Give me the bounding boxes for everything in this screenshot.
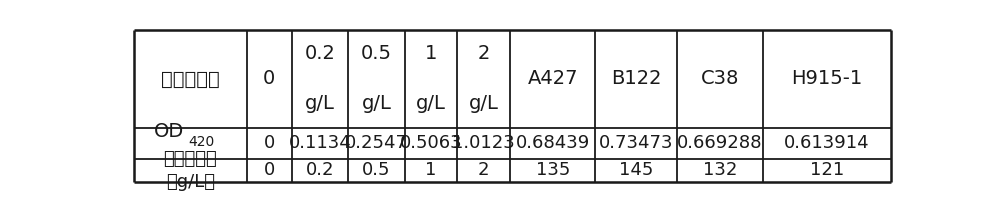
Text: 0: 0: [264, 161, 275, 179]
Text: 145: 145: [619, 161, 653, 179]
Text: 0.669288: 0.669288: [677, 134, 763, 152]
Text: OD: OD: [154, 122, 184, 141]
Text: 0.5063: 0.5063: [399, 134, 462, 152]
Text: 2

g/L: 2 g/L: [468, 45, 498, 113]
Text: 0: 0: [263, 70, 275, 88]
Text: 0.2547: 0.2547: [345, 134, 408, 152]
Text: 柠檬酸含量
（g/L）: 柠檬酸含量 （g/L）: [164, 150, 217, 191]
Text: A427: A427: [528, 70, 578, 88]
Text: 0.1134: 0.1134: [289, 134, 351, 152]
Text: 0.613914: 0.613914: [784, 134, 870, 152]
Text: B122: B122: [611, 70, 661, 88]
Text: H915-1: H915-1: [791, 70, 862, 88]
Text: 0.2: 0.2: [306, 161, 334, 179]
Text: 132: 132: [703, 161, 737, 179]
Text: 0.5: 0.5: [362, 161, 391, 179]
Text: 0.68439: 0.68439: [516, 134, 590, 152]
Text: C38: C38: [701, 70, 739, 88]
Text: 1: 1: [425, 161, 436, 179]
Text: 标样或菌株: 标样或菌株: [161, 70, 220, 88]
Text: 0.2

g/L: 0.2 g/L: [304, 45, 335, 113]
Text: 420: 420: [188, 135, 214, 149]
Text: 121: 121: [810, 161, 844, 179]
Text: 1.0123: 1.0123: [452, 134, 515, 152]
Text: 2: 2: [478, 161, 489, 179]
Text: 0: 0: [264, 134, 275, 152]
Text: 135: 135: [536, 161, 570, 179]
Text: 0.73473: 0.73473: [599, 134, 673, 152]
Text: 0.5

g/L: 0.5 g/L: [361, 45, 392, 113]
Text: 1

g/L: 1 g/L: [416, 45, 446, 113]
